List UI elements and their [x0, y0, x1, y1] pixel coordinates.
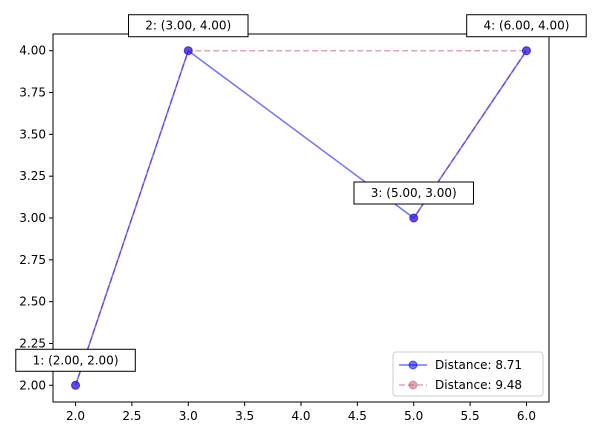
annotation-1: 1: (2.00, 2.00)	[15, 348, 136, 372]
x-tick-label-8: 6.0	[517, 409, 536, 423]
series-line-0	[74, 49, 528, 386]
annotation-text-4: 4: (6.00, 4.00)	[483, 19, 569, 33]
y-tick-label-8: 4.00	[19, 44, 46, 58]
y-axis: 2.00 2.25 2.50 2.75 3.00 3.25 3.50 3.75 4.00	[19, 44, 53, 392]
x-tick-label-3: 3.5	[235, 409, 254, 423]
y-tick-label-1: 2.25	[19, 336, 46, 350]
x-tick-label-1: 2.5	[122, 409, 141, 423]
annotation-text-2: 2: (3.00, 4.00)	[145, 19, 231, 33]
annotation-text-3: 3: (5.00, 3.00)	[371, 186, 457, 200]
series-layer	[71, 46, 531, 390]
y-tick-label-4: 3.00	[19, 211, 46, 225]
y-tick-label-5: 3.25	[19, 169, 46, 183]
legend-box	[392, 351, 544, 397]
x-tick-label-5: 4.5	[348, 409, 367, 423]
legend: Distance: 8.71 Distance: 9.48	[392, 351, 544, 397]
x-axis: 2.0 2.5 3.0 3.5 4.0 4.5 5.0 5.5 6.0	[66, 402, 536, 423]
x-tick-label-4: 4.0	[291, 409, 310, 423]
x-tick-label-6: 5.0	[404, 409, 423, 423]
annotation-2: 2: (3.00, 4.00)	[128, 14, 249, 38]
annotation-3: 3: (5.00, 3.00)	[353, 181, 474, 205]
annotation-layer: 1: (2.00, 2.00) 2: (3.00, 4.00) 3: (5.00, …	[15, 14, 587, 372]
series-0-point-0	[71, 380, 81, 390]
annotation-box-2	[128, 14, 249, 38]
legend-marker-1	[408, 380, 418, 390]
x-tick-label-2: 3.0	[179, 409, 198, 423]
y-tick-label-0: 2.00	[19, 378, 46, 392]
annotation-box-3	[353, 181, 474, 205]
series-0-point-3	[521, 46, 531, 56]
y-tick-label-7: 3.75	[19, 86, 46, 100]
annotation-text-1: 1: (2.00, 2.00)	[33, 353, 119, 367]
annotation-box-4	[466, 14, 587, 38]
x-tick-label-0: 2.0	[66, 409, 85, 423]
legend-label-0: Distance: 8.71	[435, 358, 522, 372]
series-0-point-2	[409, 213, 419, 223]
legend-label-1: Distance: 9.48	[435, 378, 522, 392]
y-tick-label-2: 2.50	[19, 295, 46, 309]
legend-marker-0	[408, 360, 418, 370]
series-0-point-1	[183, 46, 193, 56]
y-tick-label-6: 3.50	[19, 127, 46, 141]
annotation-box-1	[15, 348, 136, 372]
x-tick-label-7: 5.5	[461, 409, 480, 423]
annotation-4: 4: (6.00, 4.00)	[466, 14, 587, 38]
y-tick-label-3: 2.75	[19, 253, 46, 267]
